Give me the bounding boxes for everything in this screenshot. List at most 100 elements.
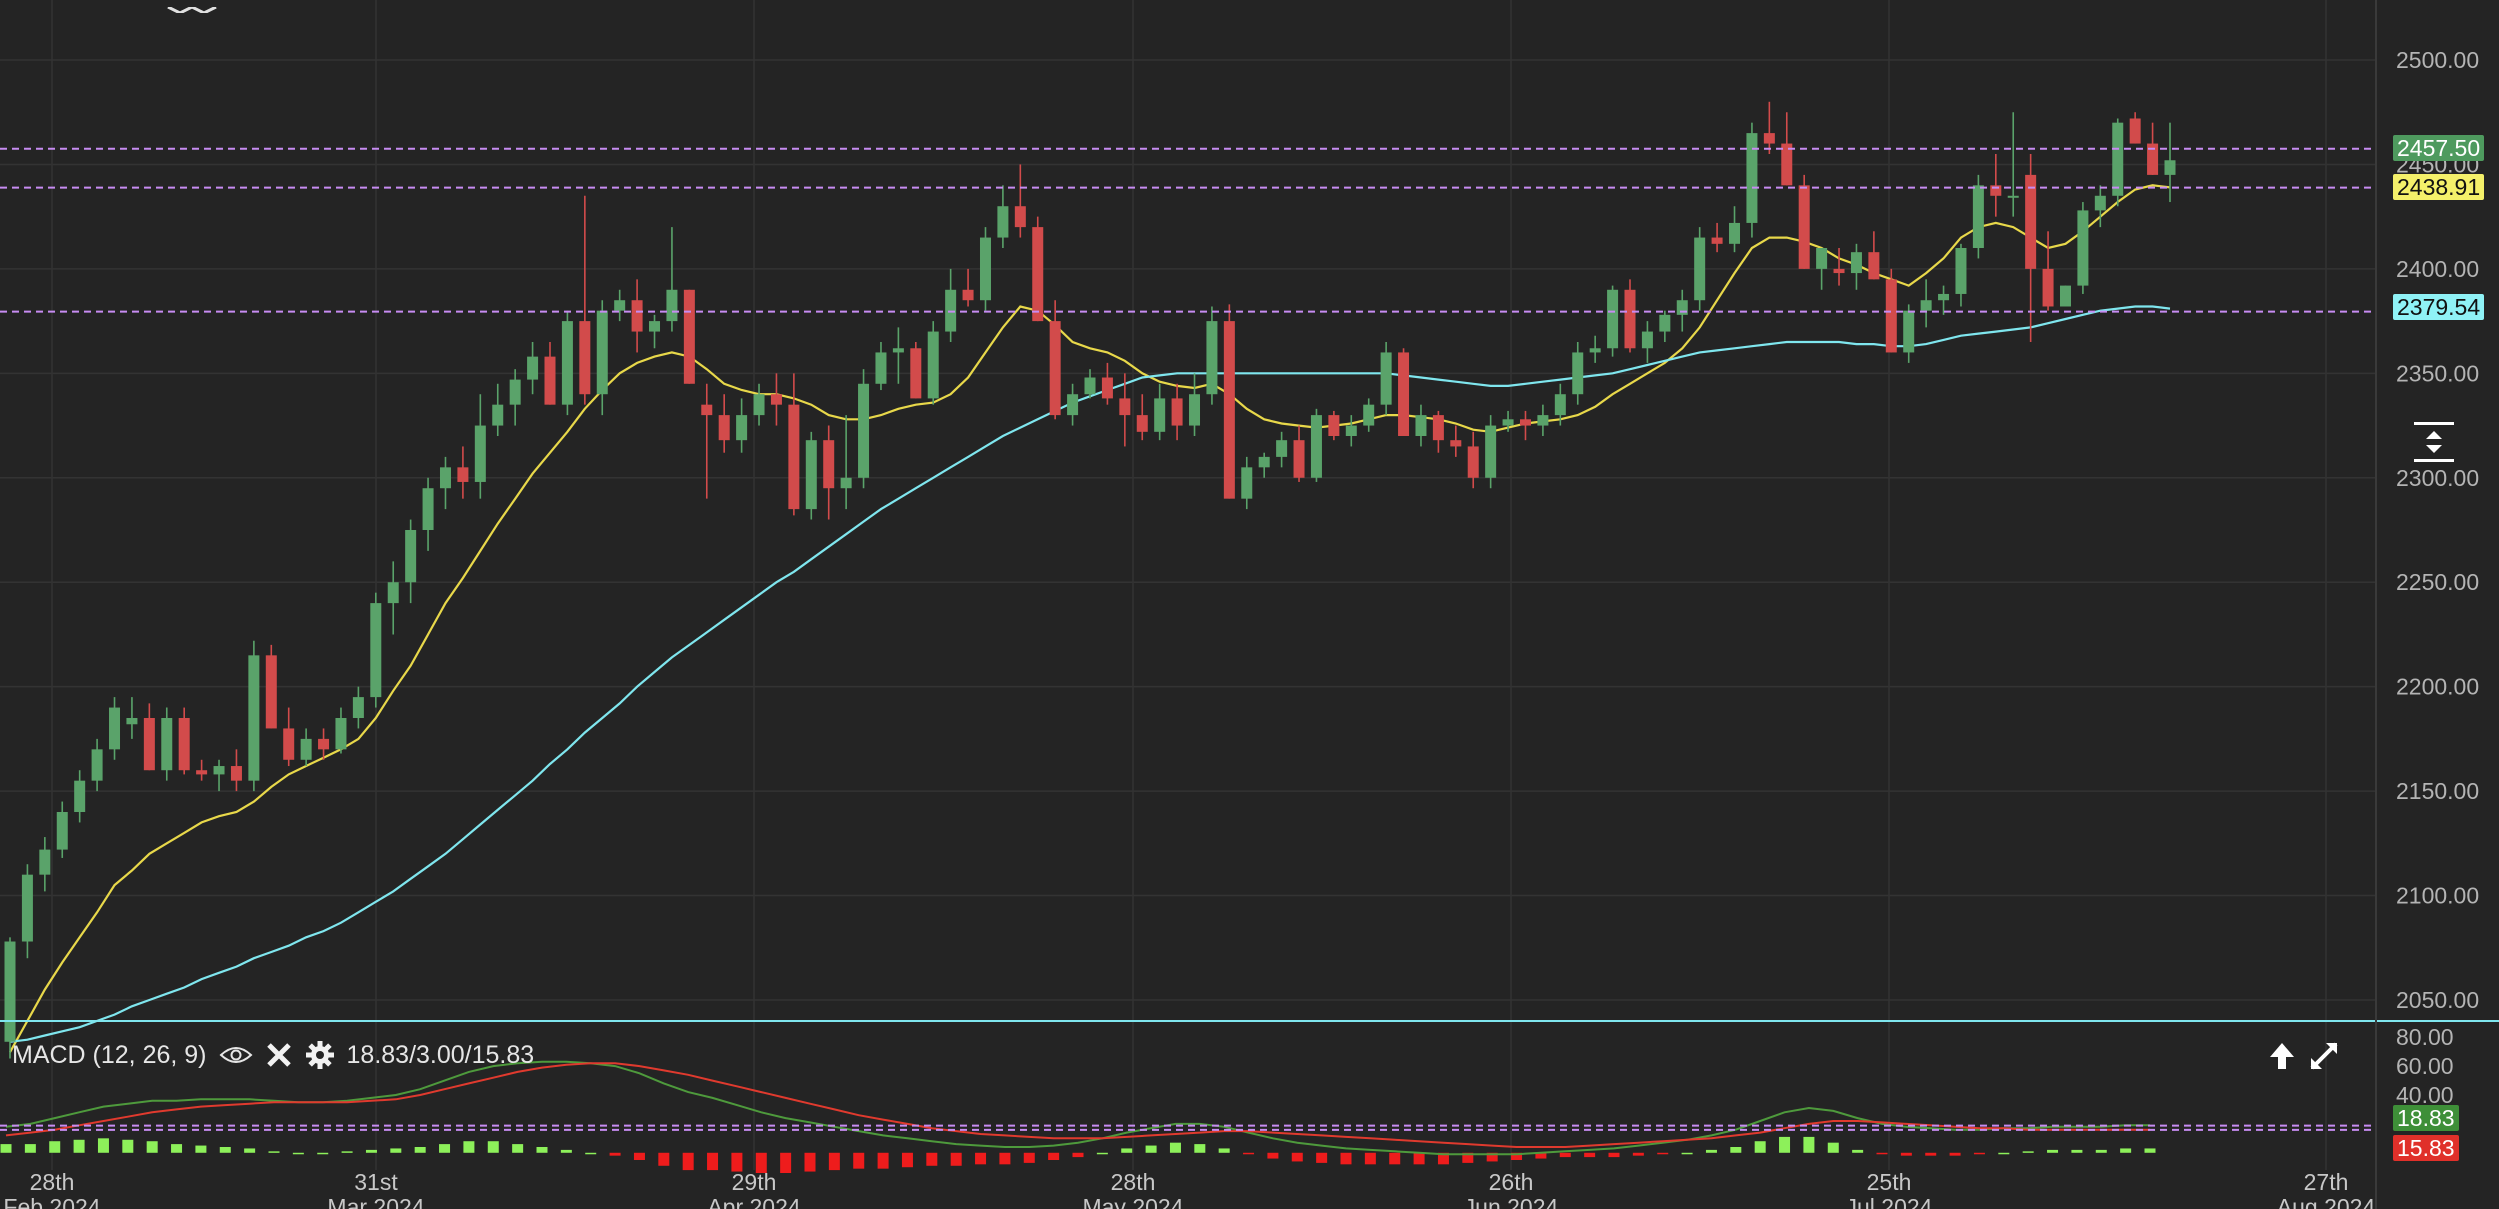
candle [1067,383,1079,426]
candle-body [2042,268,2054,307]
macd-histogram-bar [1169,1142,1181,1153]
candle [1328,410,1340,441]
high-price-tag: 2457.50 [2393,135,2485,161]
logo-icon [160,0,230,18]
macd-histogram-bar [1413,1152,1425,1165]
candle-body [492,404,504,426]
date-tick-month: Jul 2024 [1846,1194,1933,1209]
candle [387,561,399,635]
candle [2094,185,2106,228]
candle-body [161,718,173,771]
candle [1694,227,1706,311]
candle-body [892,348,904,353]
gear-icon[interactable] [305,1040,335,1070]
candle-body [1328,415,1340,436]
candle [1972,174,1984,259]
candle-body [422,488,434,530]
macd-legend: MACD (12, 26, 9) 18.83/3.00/15.83 [12,1037,534,1073]
move-up-icon[interactable] [2268,1040,2296,1072]
candle-body [1206,321,1218,395]
macd-histogram-bar [439,1144,451,1153]
candle [230,749,242,792]
candle [1119,373,1131,447]
candle-body [74,780,86,812]
candle-body [39,849,51,875]
candle-body [300,738,312,760]
candle [1990,154,2002,217]
candle-body [927,331,939,399]
macd-histogram-bar [1803,1136,1815,1153]
candle-body [1729,222,1741,244]
candle-body [265,655,277,729]
candle [352,686,364,729]
macd-histogram-bar [122,1139,134,1153]
candle [213,759,225,792]
macd-histogram-bar [1023,1152,1035,1163]
candle [370,592,382,708]
fast-ma-line [9,184,2171,1053]
candle [527,342,539,395]
candle-body [788,404,800,510]
macd-histogram-bar [1389,1152,1401,1165]
macd-histogram-bar [1681,1152,1693,1155]
candle [910,342,922,399]
candle-body [770,394,782,405]
candle [1398,348,1410,436]
candle-body [544,356,556,405]
macd-histogram-bar [1096,1152,1108,1155]
macd-histogram-bar [2095,1149,2107,1153]
eye-icon[interactable] [219,1044,253,1066]
candle [770,373,782,426]
scale-handle-icon[interactable] [2412,420,2456,464]
candle [1363,398,1375,432]
candle [91,738,103,792]
price-tick-label: 2150.00 [2396,778,2479,804]
slow-ma-price-tag: 2379.54 [2393,294,2485,320]
candle-body [1485,425,1497,478]
close-icon[interactable] [265,1041,293,1069]
candle-body [1432,415,1444,441]
candle [1589,335,1601,363]
candle [1189,373,1201,436]
candle-body [614,300,626,311]
macd-histogram-bar [707,1152,719,1171]
candle-body [143,718,155,771]
candle [1432,410,1444,453]
macd-histogram-bar [975,1152,987,1165]
macd-histogram-bar [609,1152,621,1156]
macd-histogram-bar [1657,1152,1669,1155]
candle-body [753,394,765,416]
macd-histogram-bar [0,1144,12,1153]
macd-histogram-bar [1900,1152,1912,1156]
candle-body [1014,206,1026,228]
candle-body [1154,398,1166,432]
candle-body [579,321,591,395]
candle [1380,342,1392,416]
price-tick-label: 2200.00 [2396,674,2479,700]
candle [2007,112,2019,217]
candle [1781,112,1793,186]
macd-histogram-bar [487,1141,499,1153]
candle [1624,279,1636,353]
macd-histogram-bar [2022,1151,2034,1153]
candle-body [1380,352,1392,405]
candle-body [1189,394,1201,426]
candle-body [1781,143,1793,186]
candle-body [910,348,922,399]
candle [1729,206,1741,253]
macd-histogram-bar [171,1144,183,1153]
macd-tick-label: 40.00 [2396,1082,2454,1108]
candle [126,697,138,739]
maximize-icon[interactable] [2308,1040,2340,1072]
candle [631,279,643,353]
candle-body [1067,394,1079,416]
candle [544,342,556,405]
macd-histogram-bar [146,1141,158,1153]
candle [2059,285,2071,307]
candle-body [2077,210,2089,286]
macd-histogram-bar [804,1152,816,1172]
candle [2077,202,2089,294]
candle [56,801,68,858]
date-tick-day: 27th [2304,1169,2349,1195]
